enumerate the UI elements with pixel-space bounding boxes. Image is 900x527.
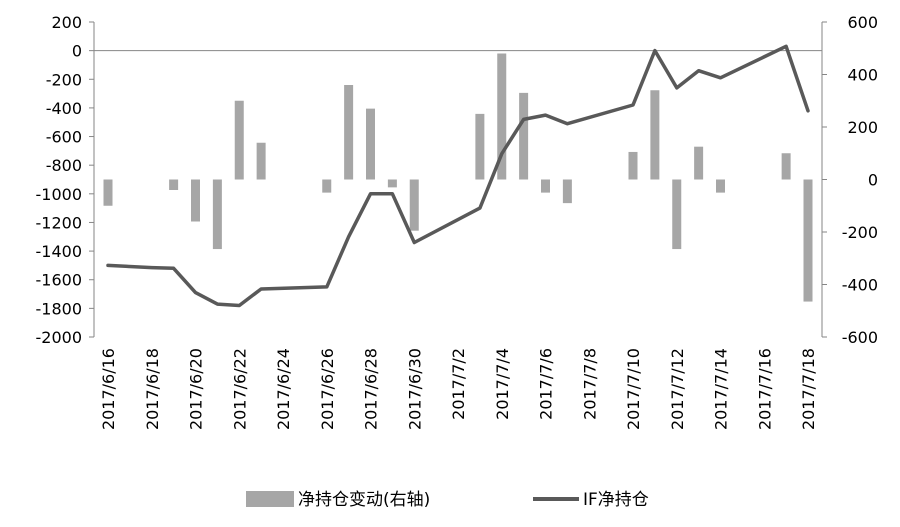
left-tick-label: -1200 bbox=[36, 213, 83, 232]
bar bbox=[672, 179, 682, 250]
bar bbox=[103, 179, 113, 206]
x-tick-label: 2017/6/18 bbox=[143, 348, 162, 430]
x-tick-label: 2017/6/20 bbox=[187, 348, 206, 430]
bar bbox=[519, 92, 529, 180]
bar bbox=[803, 179, 813, 302]
bar bbox=[366, 108, 375, 180]
bar bbox=[344, 85, 354, 180]
bar bbox=[234, 100, 244, 180]
left-tick-label: -2000 bbox=[36, 328, 83, 347]
right-y-axis: 600 400 200 0 -200 -400 -600 bbox=[821, 13, 878, 347]
bar-series bbox=[103, 53, 813, 302]
left-tick-label: -1000 bbox=[36, 185, 83, 204]
left-tick-label: -800 bbox=[46, 156, 82, 175]
bar bbox=[191, 179, 200, 222]
x-tick-label: 2017/6/16 bbox=[99, 348, 118, 430]
right-tick-label: -200 bbox=[842, 223, 878, 242]
right-tick-label: -400 bbox=[842, 276, 878, 295]
x-tick-label: 2017/7/14 bbox=[712, 348, 731, 430]
bar bbox=[562, 179, 572, 204]
left-tick-label: 0 bbox=[72, 42, 82, 61]
x-tick-label: 2017/7/4 bbox=[493, 348, 512, 420]
bar bbox=[409, 179, 419, 231]
right-tick-label: -600 bbox=[842, 328, 878, 347]
x-tick-label: 2017/6/22 bbox=[230, 348, 249, 430]
left-tick-label: 200 bbox=[51, 13, 82, 32]
bar bbox=[322, 179, 332, 193]
left-tick-label: -400 bbox=[46, 99, 82, 118]
left-tick-label: -1600 bbox=[36, 271, 83, 290]
x-tick-label: 2017/7/6 bbox=[537, 348, 556, 420]
legend-line-label: IF净持仓 bbox=[583, 490, 649, 510]
legend-bar-swatch bbox=[246, 491, 294, 507]
left-y-axis: 200 0 -200 -400 -600 -800 -1000 -1200 -1400 -1600… bbox=[36, 13, 95, 347]
x-tick-label: 2017/7/18 bbox=[799, 348, 818, 430]
x-tick-label: 2017/7/8 bbox=[580, 348, 599, 420]
left-tick-label: -1400 bbox=[36, 242, 83, 261]
legend: 净持仓变动(右轴) IF净持仓 bbox=[246, 490, 649, 510]
left-tick-label: -1800 bbox=[36, 299, 83, 318]
x-tick-label: 2017/6/28 bbox=[362, 348, 381, 430]
x-tick-label: 2017/7/2 bbox=[449, 348, 468, 420]
right-tick-label: 200 bbox=[847, 118, 878, 137]
bar bbox=[169, 179, 179, 190]
bar bbox=[256, 142, 266, 180]
bar bbox=[212, 179, 222, 250]
x-tick-label: 2017/7/10 bbox=[624, 348, 643, 430]
right-tick-label: 400 bbox=[847, 66, 878, 85]
line-series bbox=[106, 44, 810, 308]
right-tick-label: 600 bbox=[847, 13, 878, 32]
bar bbox=[694, 146, 704, 180]
x-tick-label: 2017/6/26 bbox=[318, 348, 337, 430]
x-tick-label: 2017/6/24 bbox=[274, 348, 293, 430]
bar bbox=[387, 179, 397, 188]
left-tick-label: -200 bbox=[46, 70, 82, 89]
x-tick-label: 2017/7/12 bbox=[668, 348, 687, 430]
left-tick-label: -600 bbox=[46, 128, 82, 147]
bar bbox=[781, 153, 791, 180]
bar bbox=[541, 179, 550, 193]
x-tick-label: 2017/6/30 bbox=[405, 348, 424, 430]
series-line bbox=[106, 44, 810, 308]
bar bbox=[650, 90, 660, 180]
x-axis: 2017/6/16 2017/6/18 2017/6/20 2017/6/22 2017… bbox=[99, 348, 818, 430]
bar bbox=[497, 53, 507, 180]
bar bbox=[716, 179, 725, 193]
bar bbox=[628, 151, 638, 180]
legend-bar-label: 净持仓变动(右轴) bbox=[298, 490, 430, 510]
right-tick-label: 0 bbox=[868, 171, 878, 190]
x-tick-label: 2017/7/16 bbox=[755, 348, 774, 430]
bar bbox=[475, 113, 485, 180]
